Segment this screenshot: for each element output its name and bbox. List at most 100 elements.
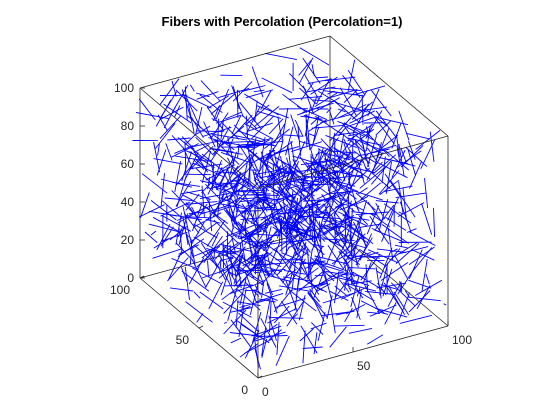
fiber-segment: [277, 116, 282, 136]
fiber-segment: [150, 200, 177, 221]
fiber-segment: [213, 248, 216, 260]
fiber-segment: [227, 136, 235, 165]
fiber-segment: [244, 258, 271, 276]
fiber-segment: [376, 248, 407, 253]
fiber-segment: [350, 275, 360, 308]
fiber-segment: [201, 169, 225, 194]
fiber-segment: [235, 235, 247, 239]
fiber-segment: [157, 143, 160, 156]
fiber-segment: [355, 135, 383, 155]
fiber-segment: [215, 114, 241, 124]
fiber-segment: [320, 247, 324, 258]
fiber-segment: [331, 157, 362, 174]
z-tick-label: 60: [121, 157, 135, 171]
fiber-segment: [338, 163, 354, 189]
fiber-segment: [376, 282, 406, 289]
fiber-segment: [313, 206, 338, 223]
fiber-segment: [325, 134, 358, 149]
fiber-segment: [375, 120, 391, 136]
fiber-segment: [396, 145, 401, 163]
fiber-segment: [270, 240, 288, 245]
axes-box-front: [139, 35, 449, 379]
fiber-segment: [285, 184, 300, 190]
fiber-segment: [212, 105, 220, 122]
fiber-segment: [387, 197, 399, 221]
fiber-segment: [360, 253, 381, 281]
fiber-segment: [229, 254, 258, 269]
fiber-segment: [200, 180, 229, 188]
fiber-segment: [383, 203, 412, 224]
fiber-segment: [317, 312, 326, 341]
fiber-segment: [405, 132, 430, 140]
fiber-segment: [352, 271, 381, 289]
fiber-segment: [287, 214, 315, 232]
fiber-segment: [315, 176, 335, 192]
fiber-segment: [326, 238, 338, 265]
fiber-segment: [165, 143, 173, 161]
fiber-segment: [294, 277, 300, 311]
fiber-segment: [337, 104, 367, 119]
fiber-segment: [282, 134, 304, 137]
fiber-segment: [236, 89, 239, 118]
fiber-segment: [384, 302, 397, 325]
fiber-segment: [156, 149, 167, 176]
fiber-segment: [341, 225, 368, 243]
fiber-segment: [215, 186, 242, 197]
fiber-segment: [221, 122, 240, 140]
fiber-segment: [316, 283, 331, 292]
fiber-segment: [182, 206, 191, 239]
x-tick-label: 0: [262, 385, 269, 399]
fiber-segment: [299, 47, 330, 66]
fiber-segment: [196, 313, 204, 323]
fiber-segment: [193, 244, 220, 268]
fiber-segment: [195, 92, 210, 98]
fiber-segment: [408, 296, 441, 302]
fiber-segment: [253, 268, 286, 274]
fiber-segment: [156, 223, 171, 251]
fiber-segment: [289, 180, 322, 186]
fiber-segment: [205, 164, 236, 181]
fiber-segment: [353, 85, 386, 96]
fiber-segment: [313, 201, 319, 228]
fiber-segment: [376, 127, 390, 159]
fiber-segment: [345, 116, 378, 128]
fiber-segment: [276, 173, 294, 202]
fiber-segment: [148, 210, 178, 217]
fiber-segment: [298, 232, 325, 256]
fiber-segment: [250, 115, 275, 140]
fiber-segment: [213, 219, 239, 244]
fiber-segment: [367, 147, 378, 163]
fiber-segment: [408, 249, 423, 279]
fiber-segment: [264, 128, 290, 149]
fiber-segment: [299, 87, 317, 105]
fiber-segment: [153, 141, 161, 173]
fiber-segment: [245, 104, 270, 126]
fiber-segment: [214, 171, 235, 174]
fiber-segment: [252, 171, 280, 194]
fiber-segment: [289, 203, 321, 212]
fiber-segment: [377, 162, 408, 179]
fiber-segment: [367, 201, 382, 222]
fiber-segment: [344, 307, 353, 323]
fiber-segment: [196, 130, 224, 133]
fiber-segment: [264, 288, 282, 294]
fiber-segment: [360, 300, 385, 314]
fiber-segment: [294, 226, 309, 257]
fiber-segment: [330, 174, 363, 180]
fiber-segment: [381, 211, 395, 242]
fiber-segment: [288, 240, 300, 258]
fiber-segment: [185, 301, 213, 323]
fiber-segment: [339, 131, 366, 153]
fiber-segment: [180, 267, 188, 282]
fiber-segment: [315, 115, 341, 134]
fiber-segment: [308, 133, 315, 137]
fiber-segment: [175, 162, 194, 186]
fiber-segment: [344, 267, 349, 291]
fiber-segment: [269, 301, 272, 333]
fiber-segment: [280, 268, 297, 282]
fiber-segment: [290, 290, 317, 312]
fiber-segment: [358, 214, 369, 226]
fiber-segment: [239, 197, 273, 203]
fiber-segment: [302, 85, 314, 114]
fiber-segment: [231, 114, 242, 135]
